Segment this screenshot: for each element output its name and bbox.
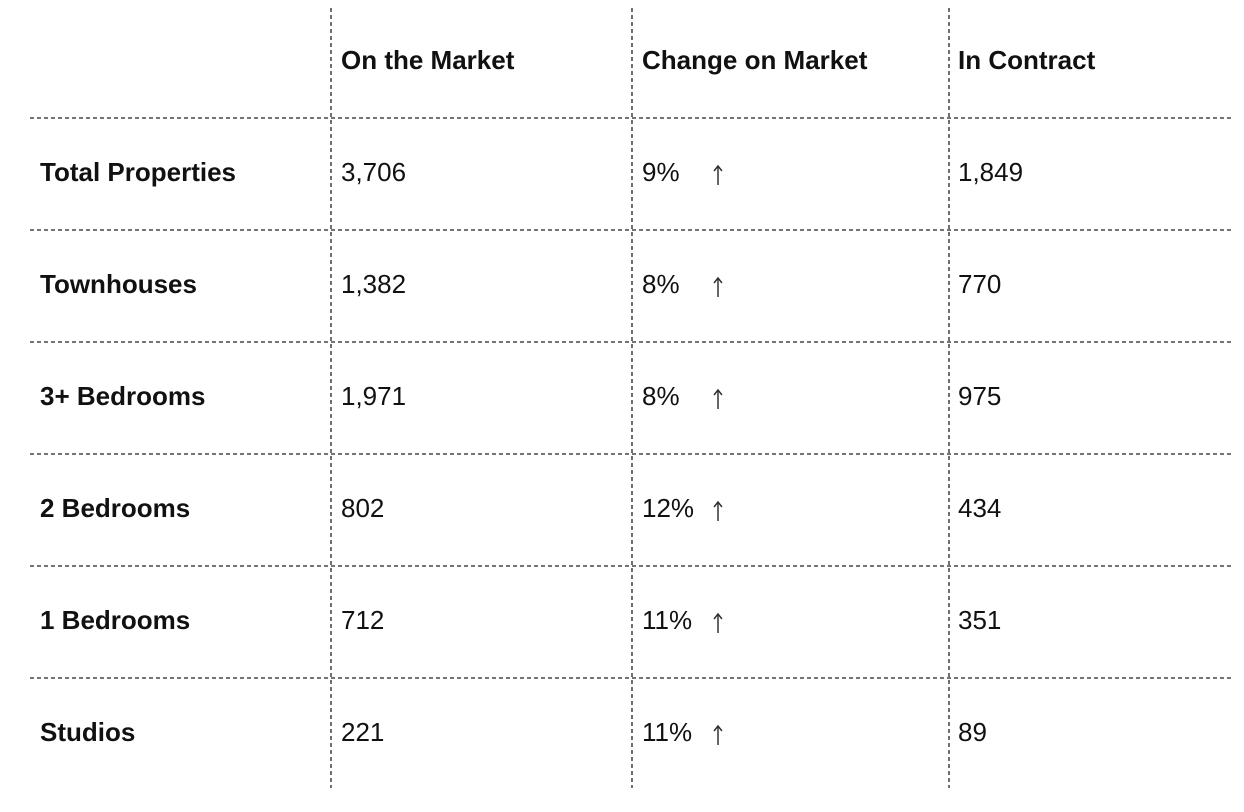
cell-value: 11% (642, 605, 692, 635)
arrow-head (713, 276, 723, 284)
cell-value: 770 (958, 269, 1001, 299)
up-arrow (713, 500, 723, 521)
row-label: 1 Bedrooms (40, 605, 190, 635)
row-label: 2 Bedrooms (40, 493, 190, 523)
column-header: On the Market (341, 45, 515, 75)
cell-value: 975 (958, 381, 1001, 411)
up-arrow (713, 388, 723, 409)
row-label: Studios (40, 717, 135, 747)
cell-value: 3,706 (341, 157, 406, 187)
up-arrow (713, 276, 723, 297)
arrow-head (713, 164, 723, 172)
cell-value: 221 (341, 717, 384, 747)
up-arrow (713, 612, 723, 633)
up-arrow (713, 724, 723, 745)
arrow-head (713, 612, 723, 620)
row-label: 3+ Bedrooms (40, 381, 205, 411)
cell-value: 9% (642, 157, 680, 187)
column-header: In Contract (958, 45, 1096, 75)
column-header: Change on Market (642, 45, 868, 75)
cell-value: 802 (341, 493, 384, 523)
cell-value: 434 (958, 493, 1001, 523)
up-arrow (713, 164, 723, 185)
cell-value: 11% (642, 717, 692, 747)
cell-value: 1,849 (958, 157, 1023, 187)
cell-value: 1,382 (341, 269, 406, 299)
cell-value: 8% (642, 269, 680, 299)
arrow-head (713, 388, 723, 396)
row-label: Townhouses (40, 269, 197, 299)
cell-value: 351 (958, 605, 1001, 635)
cell-value: 712 (341, 605, 384, 635)
cell-value: 12% (642, 493, 694, 523)
cell-value: 8% (642, 381, 680, 411)
arrow-head (713, 724, 723, 732)
arrow-head (713, 500, 723, 508)
cell-value: 1,971 (341, 381, 406, 411)
cell-value: 89 (958, 717, 987, 747)
row-label: Total Properties (40, 157, 236, 187)
